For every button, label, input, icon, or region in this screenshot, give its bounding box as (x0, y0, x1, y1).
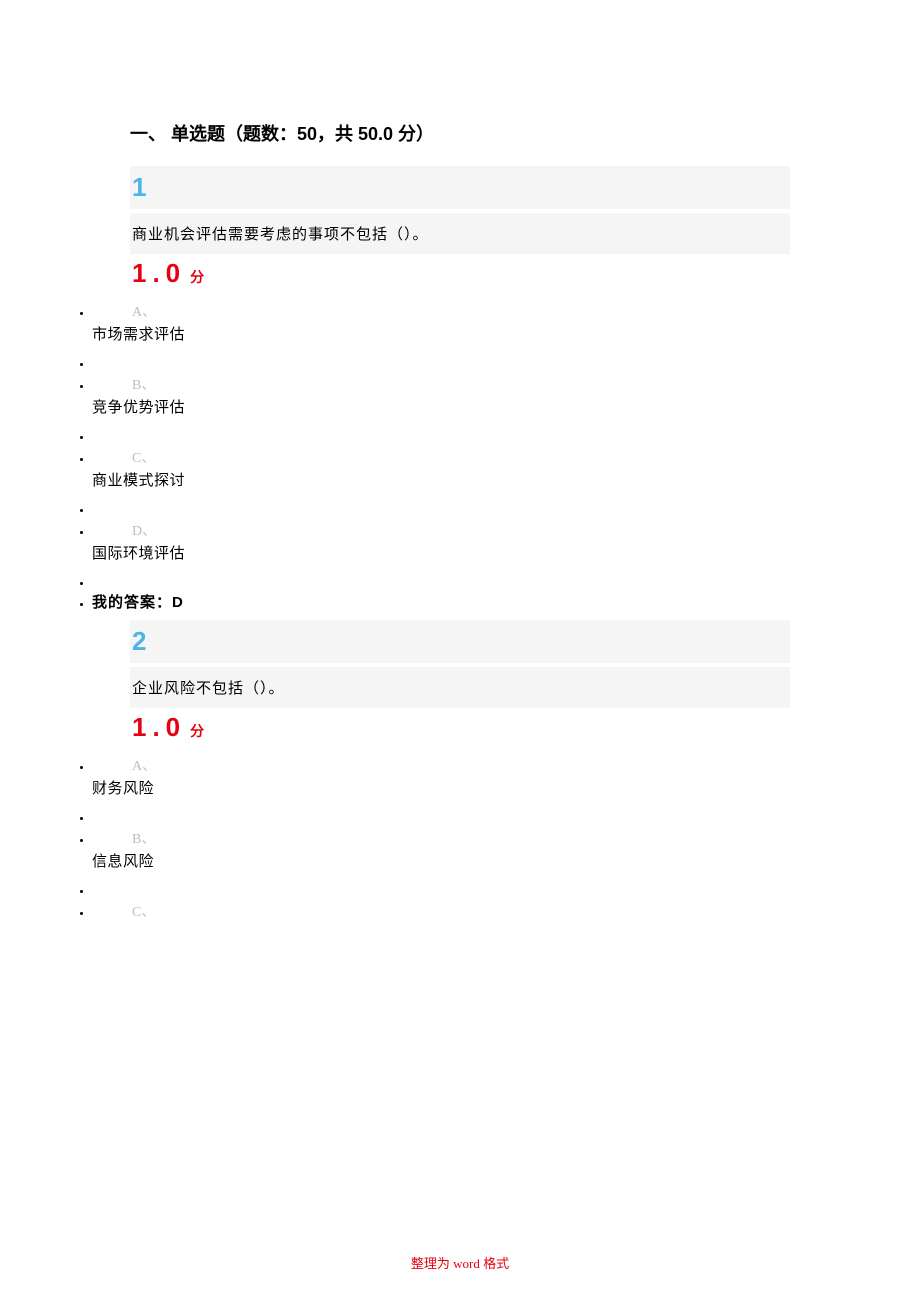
score-value: 1.0 (132, 258, 186, 288)
question-block: 2 企业风险不包括（）。 1.0分 A、 财务风险 B、 信息风险 C、 (130, 620, 790, 923)
option-item: B、 信息风险 (92, 826, 790, 877)
my-answer: 我的答案：D (92, 591, 790, 612)
options-list: A、 财务风险 B、 信息风险 C、 (92, 753, 790, 923)
option-letter: C、 (132, 899, 790, 923)
score-bar: 1.0分 (130, 258, 790, 299)
question-number-bar: 1 (130, 166, 790, 209)
option-letter: D、 (132, 518, 790, 542)
list-spacer (92, 354, 790, 368)
option-letter: B、 (132, 826, 790, 850)
options-list: A、 市场需求评估 B、 竞争优势评估 C、 商业模式探讨 D、 国际环境评估 … (92, 299, 790, 612)
option-letter: C、 (132, 445, 790, 469)
score-value: 1.0 (132, 712, 186, 742)
list-spacer (92, 881, 790, 895)
score-unit: 分 (190, 269, 204, 285)
option-item: B、 竞争优势评估 (92, 372, 790, 423)
section-title: 一、 单选题（题数：50，共 50.0 分） (130, 120, 790, 146)
option-letter: A、 (132, 299, 790, 323)
list-spacer (92, 808, 790, 822)
option-text: 竞争优势评估 (92, 396, 790, 423)
list-spacer (92, 427, 790, 441)
answer-label: 我的答案： (92, 594, 172, 611)
answer-item: 我的答案：D (92, 591, 790, 612)
question-number-bar: 2 (130, 620, 790, 663)
option-text: 财务风险 (92, 777, 790, 804)
option-item: C、 商业模式探讨 (92, 445, 790, 496)
option-item: D、 国际环境评估 (92, 518, 790, 569)
option-item: C、 (92, 899, 790, 923)
option-text: 信息风险 (92, 850, 790, 877)
question-block: 1 商业机会评估需要考虑的事项不包括（）。 1.0分 A、 市场需求评估 B、 … (130, 166, 790, 612)
question-text: 商业机会评估需要考虑的事项不包括（）。 (130, 213, 790, 254)
option-text: 市场需求评估 (92, 323, 790, 350)
score-bar: 1.0分 (130, 712, 790, 753)
option-letter: A、 (132, 753, 790, 777)
question-number: 1 (132, 172, 147, 202)
option-text: 商业模式探讨 (92, 469, 790, 496)
list-spacer (92, 573, 790, 587)
option-text: 国际环境评估 (92, 542, 790, 569)
question-text: 企业风险不包括（）。 (130, 667, 790, 708)
question-number: 2 (132, 626, 147, 656)
list-spacer (92, 500, 790, 514)
answer-value: D (172, 594, 184, 611)
option-letter: B、 (132, 372, 790, 396)
option-item: A、 市场需求评估 (92, 299, 790, 350)
option-item: A、 财务风险 (92, 753, 790, 804)
page-footer: 整理为 word 格式 (0, 1253, 920, 1272)
score-unit: 分 (190, 723, 204, 739)
